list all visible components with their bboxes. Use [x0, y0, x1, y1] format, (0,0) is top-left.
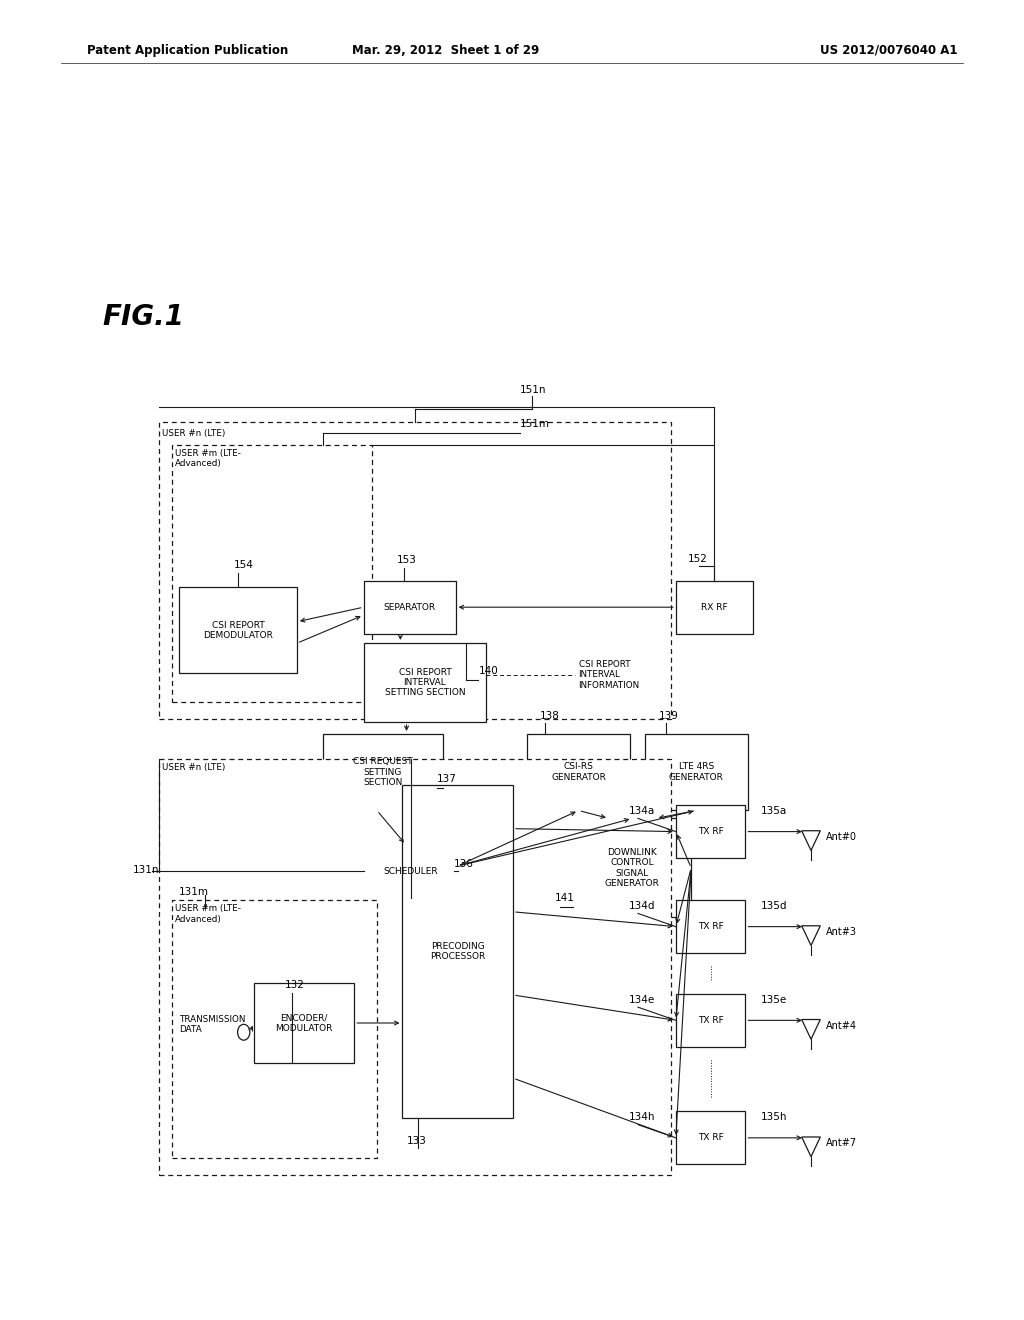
FancyBboxPatch shape: [364, 643, 486, 722]
FancyBboxPatch shape: [172, 445, 372, 702]
Text: 131n: 131n: [133, 865, 160, 875]
Text: CSI REPORT
INTERVAL
SETTING SECTION: CSI REPORT INTERVAL SETTING SECTION: [385, 668, 465, 697]
FancyBboxPatch shape: [676, 900, 745, 953]
Text: TX RF: TX RF: [697, 1134, 724, 1142]
Text: 139: 139: [658, 710, 678, 721]
Text: 137: 137: [437, 774, 457, 784]
Text: SCHEDULER: SCHEDULER: [383, 867, 438, 875]
FancyBboxPatch shape: [676, 581, 753, 634]
Text: 136: 136: [454, 858, 473, 869]
Text: TX RF: TX RF: [697, 923, 724, 931]
Text: 134h: 134h: [629, 1111, 655, 1122]
Text: US 2012/0076040 A1: US 2012/0076040 A1: [820, 44, 957, 57]
Text: 151m: 151m: [520, 418, 550, 429]
FancyBboxPatch shape: [676, 805, 745, 858]
FancyBboxPatch shape: [364, 581, 456, 634]
Text: 134d: 134d: [629, 900, 655, 911]
FancyBboxPatch shape: [573, 818, 691, 917]
Text: Ant#4: Ant#4: [826, 1020, 857, 1031]
Text: 154: 154: [233, 560, 253, 570]
Text: 135a: 135a: [761, 805, 787, 816]
FancyBboxPatch shape: [159, 759, 671, 1175]
Text: SEPARATOR: SEPARATOR: [384, 603, 435, 611]
Text: USER #m (LTE-
Advanced): USER #m (LTE- Advanced): [175, 904, 241, 924]
Text: PRECODING
PROCESSOR: PRECODING PROCESSOR: [430, 942, 485, 961]
Text: 138: 138: [540, 710, 559, 721]
FancyBboxPatch shape: [172, 900, 377, 1158]
FancyBboxPatch shape: [527, 734, 630, 810]
Text: 133: 133: [407, 1135, 426, 1146]
Text: 134a: 134a: [629, 805, 655, 816]
Text: ENCODER/
MODULATOR: ENCODER/ MODULATOR: [275, 1014, 333, 1032]
Text: Ant#7: Ant#7: [826, 1138, 857, 1148]
FancyBboxPatch shape: [179, 587, 297, 673]
Text: TX RF: TX RF: [697, 1016, 724, 1024]
Text: 141: 141: [555, 892, 574, 903]
Text: CSI REPORT
DEMODULATOR: CSI REPORT DEMODULATOR: [203, 620, 273, 640]
Text: USER #n (LTE): USER #n (LTE): [162, 429, 225, 438]
Text: 151n: 151n: [520, 384, 547, 395]
Text: 132: 132: [285, 979, 304, 990]
Text: Patent Application Publication: Patent Application Publication: [87, 44, 289, 57]
Text: 152: 152: [688, 553, 708, 564]
Text: Mar. 29, 2012  Sheet 1 of 29: Mar. 29, 2012 Sheet 1 of 29: [352, 44, 539, 57]
Text: TX RF: TX RF: [697, 828, 724, 836]
Text: USER #m (LTE-
Advanced): USER #m (LTE- Advanced): [175, 449, 241, 469]
Text: 131m: 131m: [179, 887, 209, 898]
Text: TRANSMISSION
DATA: TRANSMISSION DATA: [179, 1015, 246, 1035]
Text: 135h: 135h: [761, 1111, 787, 1122]
FancyBboxPatch shape: [645, 734, 748, 810]
FancyBboxPatch shape: [254, 983, 354, 1063]
Text: CSI REQUEST
SETTING
SECTION: CSI REQUEST SETTING SECTION: [353, 758, 413, 787]
Text: Ant#3: Ant#3: [826, 927, 857, 937]
Text: DOWNLINK
CONTROL
SIGNAL
GENERATOR: DOWNLINK CONTROL SIGNAL GENERATOR: [605, 847, 659, 888]
FancyBboxPatch shape: [323, 734, 443, 810]
Text: CSI-RS
GENERATOR: CSI-RS GENERATOR: [551, 763, 606, 781]
Text: 135e: 135e: [761, 994, 787, 1005]
FancyBboxPatch shape: [159, 422, 671, 719]
Text: 134e: 134e: [629, 994, 655, 1005]
FancyBboxPatch shape: [676, 1111, 745, 1164]
Text: RX RF: RX RF: [700, 603, 728, 611]
Text: CSI REPORT
INTERVAL
INFORMATION: CSI REPORT INTERVAL INFORMATION: [579, 660, 640, 690]
Text: USER #n (LTE): USER #n (LTE): [162, 763, 225, 772]
Text: 135d: 135d: [761, 900, 787, 911]
FancyBboxPatch shape: [676, 994, 745, 1047]
Text: 153: 153: [397, 554, 417, 565]
FancyBboxPatch shape: [402, 785, 513, 1118]
Text: 140: 140: [479, 665, 499, 676]
Text: FIG.1: FIG.1: [102, 302, 184, 331]
FancyBboxPatch shape: [364, 845, 458, 898]
Text: LTE 4RS
GENERATOR: LTE 4RS GENERATOR: [669, 763, 724, 781]
Text: Ant#0: Ant#0: [826, 832, 857, 842]
